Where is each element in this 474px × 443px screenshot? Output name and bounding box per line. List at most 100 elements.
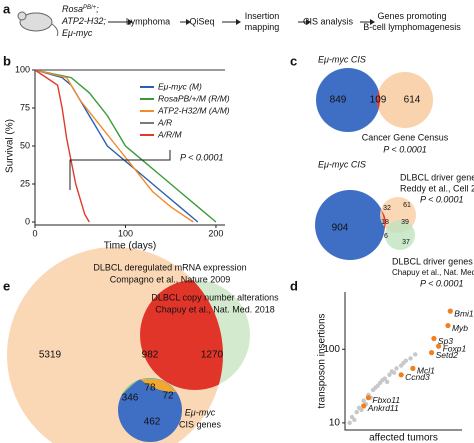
arrow-head xyxy=(128,19,133,25)
venn-overlap xyxy=(140,379,176,393)
axis xyxy=(344,292,462,431)
count: 346 xyxy=(122,393,139,404)
x-tick-label: 0 xyxy=(32,228,37,238)
p-value: P < 0.0001 xyxy=(420,194,463,204)
y-tick-label: 100 xyxy=(323,344,340,355)
point xyxy=(447,308,453,314)
count: 39 xyxy=(401,219,409,226)
workflow: RosaPB/+; ATP2-H32; Eμ-myc Lymphoma QiSeq Ins… xyxy=(61,4,461,38)
count: 18 xyxy=(381,219,389,226)
point-label: Ankrd11 xyxy=(367,403,399,413)
venn-circle xyxy=(118,378,182,442)
point xyxy=(445,322,451,329)
point xyxy=(361,403,367,409)
set-label: DLBCL deregulated mRNA expression xyxy=(93,262,246,272)
workflow-step: QiSeq xyxy=(189,16,214,26)
point xyxy=(354,409,359,415)
genotype-line: RosaPB/+; xyxy=(62,4,99,14)
x-axis-title: Time (days) xyxy=(104,241,156,252)
count: 904 xyxy=(332,223,349,234)
set-label: Reddy et al., Cell 2017 xyxy=(400,183,474,193)
y-tick-label: 75 xyxy=(20,102,30,112)
count: 6 xyxy=(384,233,388,240)
y-axis-title: transposon insertions xyxy=(317,313,328,408)
point-label: Fbxo11 xyxy=(372,395,400,405)
genotype-part: Rosa xyxy=(62,4,83,14)
genotype-line: Eμ-myc xyxy=(62,28,93,38)
count: 462 xyxy=(144,417,161,428)
venn-circle xyxy=(316,68,380,132)
point xyxy=(408,356,413,361)
count: 72 xyxy=(162,391,174,402)
y-tick-label: 50 xyxy=(20,140,30,150)
genotype-line: ATP2-H32; xyxy=(61,16,106,26)
workflow-step: Insertion xyxy=(245,11,280,21)
venn-circle xyxy=(385,220,415,250)
point xyxy=(403,358,409,363)
p-value: P < 0.0001 xyxy=(383,144,426,154)
venn-circle xyxy=(315,190,385,260)
workflow-step: mapping xyxy=(245,22,280,32)
point xyxy=(431,335,437,342)
set-label: DLBCL copy number alterations xyxy=(151,292,279,302)
workflow-step: CIS analysis xyxy=(303,16,354,26)
point-label: Ccnd3 xyxy=(405,372,430,382)
count: 32 xyxy=(383,205,391,212)
p-value: P < 0.0001 xyxy=(420,278,463,288)
count: 5319 xyxy=(39,350,62,361)
set-label: Chapuy et al., Nat. Med. 2018 xyxy=(392,268,474,277)
point-label: Mcl1 xyxy=(417,366,435,376)
y-tick-label: 25 xyxy=(20,178,30,188)
set-label: Eμ-myc CIS xyxy=(318,54,366,64)
venn-c-bottom: Eμ-myc CIS 904 32 61 18 39 6 37 DLBCL driver … xyxy=(315,159,474,288)
point-label: Setd2 xyxy=(436,350,458,360)
set-label: Eμ-myc CIS xyxy=(318,159,366,169)
genotype-part: PB/+ xyxy=(83,5,97,11)
y-tick-label: 100 xyxy=(15,64,30,74)
legend-label: A/R xyxy=(157,117,172,127)
point-label: Sp3 xyxy=(438,336,453,346)
point xyxy=(398,372,404,378)
point xyxy=(428,350,435,356)
set-label: DLBCL driver genes xyxy=(400,172,474,182)
workflow-step: B-cell lymphomagenesis xyxy=(363,22,461,32)
genotype-part: Eμ-myc xyxy=(62,28,93,38)
point-label: Foxp1 xyxy=(443,343,467,353)
venn-overlap xyxy=(381,210,386,230)
set-label: Cancer Gene Census xyxy=(362,132,449,142)
genotype-part: ; xyxy=(96,4,99,14)
point xyxy=(352,417,357,423)
mouse-icon xyxy=(17,11,59,37)
arrow-head xyxy=(186,19,191,25)
arrow-head xyxy=(370,19,375,25)
panel-label: b xyxy=(3,53,11,68)
count: 61 xyxy=(403,202,411,209)
count: 1270 xyxy=(201,350,224,361)
venn-e: DLBCL deregulated mRNA expression Compag… xyxy=(7,247,279,443)
y-axis-title: Survival (%) xyxy=(5,119,16,173)
survival-chart: 0 25 50 75 100 0 100 200 Time (days) Survival (%)… xyxy=(5,64,230,251)
panel-label: e xyxy=(3,278,10,293)
venn-circle xyxy=(377,72,433,128)
point xyxy=(436,343,442,349)
count: 849 xyxy=(330,95,347,106)
count: 614 xyxy=(404,95,421,106)
y-tick-label: 0 xyxy=(25,216,30,226)
legend-label: RosaPB/+/M (R/M) xyxy=(158,93,230,103)
point xyxy=(365,395,371,401)
count: 78 xyxy=(144,383,156,394)
panel-label: d xyxy=(290,278,298,293)
set-label: DLBCL driver genes xyxy=(392,256,473,266)
set-label: Chapuy et al., Nat. Med. 2018 xyxy=(155,304,275,314)
x-tick-label: 200 xyxy=(208,228,223,238)
point xyxy=(394,366,399,371)
panel-label: a xyxy=(3,1,11,16)
panel-label: c xyxy=(290,53,297,68)
counts: 32 61 18 39 6 37 xyxy=(381,202,411,246)
set-label: CIS genes xyxy=(179,419,222,429)
count: 982 xyxy=(142,350,159,361)
point-label: Myb xyxy=(452,323,468,333)
point xyxy=(413,352,418,357)
point xyxy=(347,420,352,426)
